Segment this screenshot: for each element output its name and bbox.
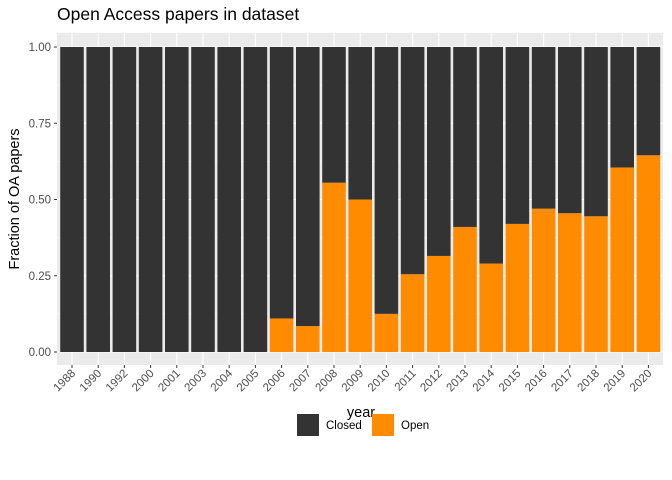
bar-closed-2018 [584,47,608,217]
bar-closed-2003 [191,47,215,352]
y-axis-title: Fraction of OA papers [7,128,23,269]
bar-closed-1992 [112,47,137,352]
x-tick-label: 1990 [78,368,105,395]
bar-closed-2008 [322,47,346,183]
bar-closed-2007 [296,47,320,327]
bar-closed-2005 [243,47,268,352]
bar-open-2020 [636,155,661,352]
chart-title: Open Access papers in dataset [57,4,299,24]
bar-closed-2016 [531,47,556,209]
x-tick-label: 2003 [183,368,210,395]
bar-open-2009 [348,199,372,352]
x-tick-label: 2014 [471,367,498,394]
bar-closed-2012 [427,47,451,256]
y-tick-label: 0.25 [29,271,51,283]
x-tick-label: 2008 [314,368,341,395]
bar-closed-2014 [479,47,503,264]
x-tick-label: 1988 [52,368,79,395]
y-axis: 0.00 0.25 0.50 0.75 1.00 [29,42,57,359]
bar-closed-2017 [558,47,582,214]
bar-open-2019 [610,167,634,352]
y-tick-label: 0.75 [29,118,51,130]
bar-closed-2013 [453,47,477,227]
bar-closed-2000 [138,47,163,352]
x-tick-label: 2018 [576,368,603,395]
x-tick-label: 2010 [366,368,393,395]
bar-closed-2001 [165,47,189,352]
bar-closed-1988 [60,47,84,352]
legend-label-open: Open [401,420,429,432]
legend: Closed Open [297,414,429,436]
x-tick-label: 2013 [445,368,472,395]
x-tick-label: 2019 [602,368,629,395]
legend-label-closed: Closed [326,420,362,432]
bar-closed-2009 [348,47,372,200]
x-axis: 1988 1990 1992 2000 2001 2003 2004 2005 2006 2007… [52,365,655,394]
bar-open-2008 [322,182,346,352]
bar-closed-2019 [610,47,634,168]
x-tick-label: 2015 [497,368,524,395]
bar-closed-2011 [400,47,425,275]
bar-open-2013 [453,226,477,352]
x-tick-label: 2004 [209,367,236,394]
x-tick-label: 2001 [156,368,183,395]
bar-closed-1990 [86,47,110,352]
bars [60,47,661,352]
bar-open-2017 [558,213,582,352]
bar-open-2014 [479,263,503,352]
x-tick-label: 2009 [340,368,367,395]
x-tick-label: 2000 [130,368,157,395]
bar-closed-2010 [374,47,399,314]
bar-closed-2004 [217,47,241,352]
x-tick-label: 2012 [418,368,445,395]
x-tick-label: 2005 [235,368,262,395]
bar-open-2015 [505,223,530,352]
x-axis-title: year [347,405,375,421]
x-tick-label: 1992 [104,368,131,395]
bar-open-2010 [374,313,399,352]
bar-open-2007 [296,326,320,352]
legend-key-open [372,414,394,436]
y-tick-label: 0.00 [29,347,51,359]
bar-open-2016 [531,208,556,352]
x-tick-label: 2006 [261,368,288,395]
bar-closed-2015 [505,47,530,224]
bar-open-2012 [427,255,451,352]
bar-closed-2006 [269,47,294,319]
x-tick-label: 2020 [628,368,655,395]
y-tick-label: 0.50 [29,195,51,207]
bar-open-2011 [400,274,425,352]
x-tick-label: 2017 [549,368,576,395]
legend-key-closed [297,414,319,436]
bar-open-2018 [584,216,608,352]
bar-closed-2020 [636,47,661,156]
x-tick-label: 2011 [393,368,419,394]
bar-open-2006 [269,318,294,352]
x-tick-label: 2016 [523,368,550,395]
x-tick-label: 2007 [287,368,314,395]
y-tick-label: 1.00 [29,42,51,54]
